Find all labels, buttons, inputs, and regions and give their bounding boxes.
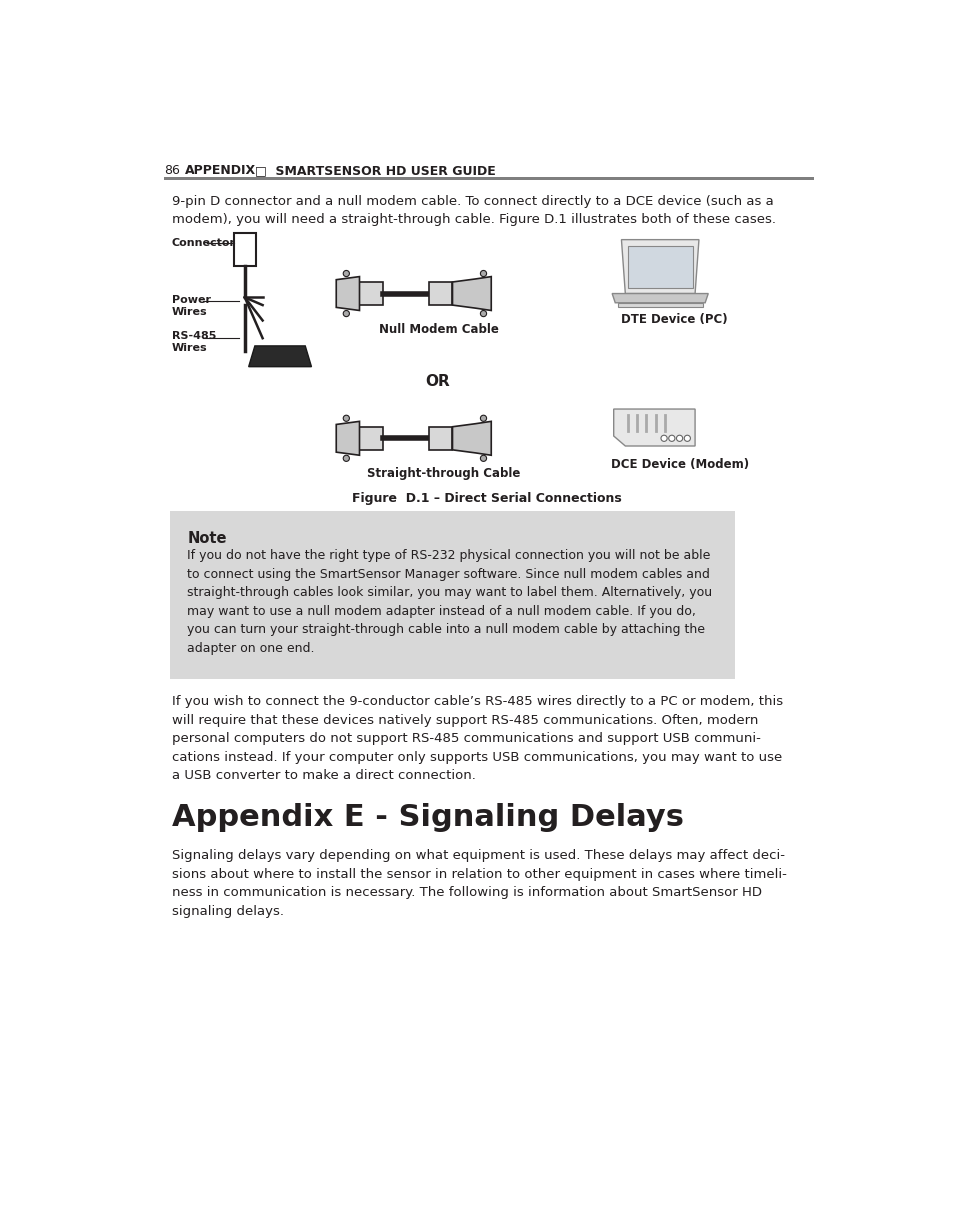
Circle shape [343, 270, 349, 276]
Circle shape [480, 310, 486, 317]
Circle shape [480, 415, 486, 421]
Circle shape [343, 455, 349, 461]
Text: Figure  D.1 – Direct Serial Connections: Figure D.1 – Direct Serial Connections [352, 492, 620, 506]
Circle shape [676, 436, 682, 442]
Polygon shape [620, 239, 699, 293]
Text: Power
Wires: Power Wires [172, 294, 211, 318]
Bar [164, 177, 813, 180]
Text: □  SMARTSENSOR HD USER GUIDE: □ SMARTSENSOR HD USER GUIDE [254, 164, 496, 177]
Bar [170, 512, 735, 680]
Polygon shape [452, 421, 491, 455]
Text: DTE Device (PC): DTE Device (PC) [620, 313, 727, 326]
Text: If you wish to connect the 9-conductor cable’s RS-485 wires directly to a PC or : If you wish to connect the 9-conductor c… [172, 696, 782, 783]
Polygon shape [249, 346, 311, 367]
Text: DCE Device (Modem): DCE Device (Modem) [611, 458, 749, 470]
Circle shape [480, 455, 486, 461]
Polygon shape [335, 421, 359, 455]
Text: 86: 86 [164, 164, 180, 177]
Text: APPENDIX: APPENDIX [185, 164, 256, 177]
Text: 9-pin D connector and a null modem cable. To connect directly to a DCE device (s: 9-pin D connector and a null modem cable… [172, 195, 775, 226]
Text: Null Modem Cable: Null Modem Cable [378, 323, 498, 336]
Bar [359, 427, 382, 450]
Text: Note: Note [187, 531, 227, 546]
Text: Signaling delays vary depending on what equipment is used. These delays may affe: Signaling delays vary depending on what … [172, 849, 786, 918]
Text: OR: OR [425, 374, 450, 389]
Circle shape [480, 270, 486, 276]
Polygon shape [335, 276, 359, 310]
Bar [429, 427, 452, 450]
Polygon shape [452, 276, 491, 310]
Text: If you do not have the right type of RS-232 physical connection you will not be : If you do not have the right type of RS-… [187, 550, 712, 655]
Bar [627, 245, 692, 288]
Polygon shape [613, 409, 695, 445]
Text: Straight-through Cable: Straight-through Cable [367, 466, 520, 480]
Circle shape [660, 436, 666, 442]
Text: Appendix E - Signaling Delays: Appendix E - Signaling Delays [172, 804, 683, 832]
Text: RS-485
Wires: RS-485 Wires [172, 330, 216, 353]
Bar [233, 233, 255, 266]
Circle shape [343, 310, 349, 317]
Bar [359, 282, 382, 306]
Bar [617, 303, 702, 307]
Text: Connector: Connector [172, 238, 235, 248]
Circle shape [343, 415, 349, 421]
Circle shape [683, 436, 690, 442]
Bar [429, 282, 452, 306]
Polygon shape [612, 293, 707, 303]
Circle shape [668, 436, 674, 442]
